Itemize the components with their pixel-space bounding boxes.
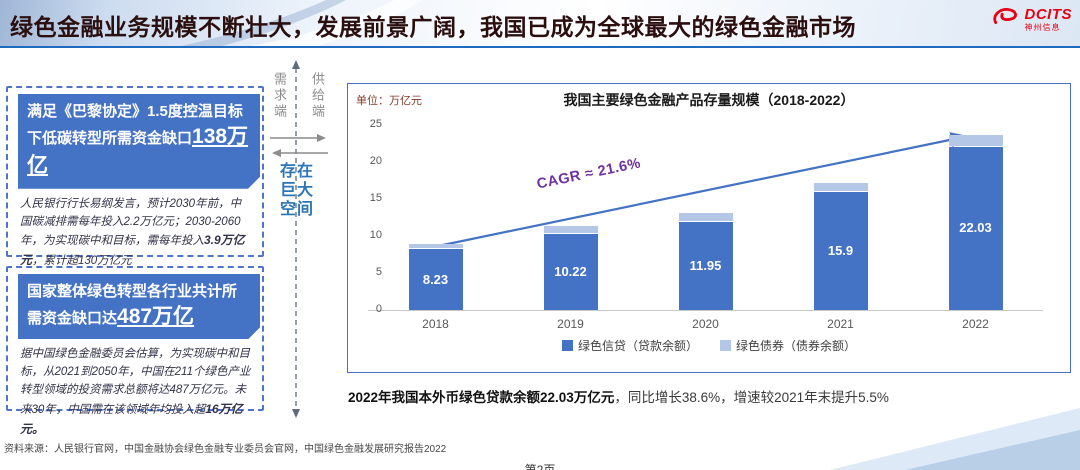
demand-box2-body: 据中国绿色金融委员会估算，为实现碳中和目标，从2021到2050年，中国在211… (8, 339, 262, 439)
demand-box1-headline-value: 138万亿 (27, 125, 249, 178)
bar-value-label: 11.95 (689, 257, 722, 273)
bar-value-label: 15.9 (827, 243, 854, 259)
summary-bold: 2022年我国本外币绿色贷款余额22.03万亿元 (348, 390, 615, 405)
demand-box1-body-post: ，累计超130万亿元 (32, 255, 132, 268)
supply-side-label: 供给端 (310, 72, 325, 120)
x-axis-category-label: 2018 (422, 317, 449, 331)
summary-rest: ，同比增长38.6%，增速较2021年末提升5.5% (614, 390, 889, 405)
bar-green-bond (408, 243, 463, 249)
demand-side-label: 需求端 (272, 72, 287, 120)
demand-box2-headline-text: 国家整体绿色转型各行业共计所需资金缺口达 (27, 283, 238, 327)
company-logo: DCITS 神州信息 (991, 5, 1073, 34)
page-title: 绿色金融业务规模不断壮大，发展前景广阔，我国已成为全球最大的绿色金融市场 (10, 14, 856, 40)
logo-brand-text: DCITS (1024, 6, 1072, 23)
logo-swirl-icon (991, 5, 1021, 34)
x-axis-category-label: 2021 (827, 317, 854, 331)
y-axis-tick: 10 (369, 229, 382, 241)
y-axis-tick: 0 (375, 303, 382, 315)
demand-box1-body: 人民银行行长易纲发言，预计2030年前，中国碳减排需每年投入2.2万亿元；203… (8, 189, 262, 271)
chart-unit-label: 单位：万亿元 (356, 95, 422, 107)
bar-green-credit (543, 234, 598, 310)
gap-label: 存在巨大空间 (280, 163, 315, 219)
legend-item: 绿色信贷（贷款余额） (561, 337, 698, 354)
bar-green-credit (948, 146, 1003, 310)
chart-plot-area: CAGR ≈ 21.6% 0 5 10 15 20 25 8.23 2018 10.22 2019… (368, 118, 1043, 331)
bar-value-label: 22.03 (959, 220, 992, 236)
summary-text: 2022年我国本外币绿色贷款余额22.03万亿元，同比增长38.6%，增速较20… (348, 386, 889, 406)
legend-swatch-icon (561, 340, 573, 351)
legend-label: 绿色信贷（贷款余额） (577, 339, 698, 353)
up-arrow-icon (292, 60, 300, 69)
demand-box1-headline-text: 满足《巴黎协定》1.5度控温目标下低碳转型所需资金缺口 (27, 103, 243, 147)
demand-box2-headline: 国家整体绿色转型各行业共计所需资金缺口达487万亿 (18, 274, 260, 339)
x-axis-line (368, 310, 1043, 311)
demand-supply-divider: 需求端 供给端 存在巨大空间 (268, 58, 350, 420)
divider-graphics (270, 60, 328, 418)
y-axis-tick: 20 (369, 155, 382, 167)
y-axis-tick: 5 (375, 266, 382, 278)
bar-green-credit (408, 249, 463, 310)
x-axis-category-label: 2019 (557, 317, 584, 331)
legend-label: 绿色债券（债券余额） (736, 339, 857, 353)
bar-green-bond (678, 213, 733, 221)
demand-box-national-gap: 国家整体绿色转型各行业共计所需资金缺口达487万亿 据中国绿色金融委员会估算，为… (6, 266, 264, 436)
source-note: 资料来源：人民银行官网，中国金融协会绿色金融专业委员会官网，中国绿色金融发展研究… (4, 444, 447, 455)
bar-green-bond (813, 183, 868, 192)
chart-panel: 单位：万亿元 我国主要绿色金融产品存量规模（2018-2022） CAGR ≈ … (347, 83, 1071, 373)
left-arrow-icon (272, 149, 281, 157)
header-divider (0, 46, 1080, 48)
demand-box-paris-target: 满足《巴黎协定》1.5度控温目标下低碳转型所需资金缺口138万亿 人民银行行长易… (6, 86, 264, 267)
x-axis-category-label: 2022 (962, 317, 989, 331)
cagr-annotation: CAGR ≈ 21.6% (535, 155, 643, 193)
demand-box1-headline: 满足《巴黎协定》1.5度控温目标下低碳转型所需资金缺口138万亿 (18, 94, 260, 189)
bar-value-label: 8.23 (422, 271, 449, 287)
bar-green-credit (678, 221, 733, 310)
page-number: 第2页 (524, 463, 556, 470)
logo-sub-text: 神州信息 (1024, 23, 1061, 32)
bar-green-credit (813, 192, 868, 310)
demand-box2-body-bold: 16万亿元。 (20, 401, 243, 436)
down-arrow-icon (292, 409, 300, 418)
x-axis-category-label: 2020 (692, 317, 719, 331)
demand-box1-body-bold: 3.9万亿元 (20, 233, 245, 268)
bar-value-label: 10.22 (554, 264, 587, 280)
demand-box2-body-text: 据中国绿色金融委员会估算，为实现碳中和目标，从2021到2050年，中国在211… (20, 348, 251, 416)
chart-legend: 绿色信贷（贷款余额） 绿色债券（债券余额） (348, 337, 1070, 354)
bar-green-bond (543, 225, 598, 234)
chart-title: 我国主要绿色金融产品存量规模（2018-2022） (563, 92, 855, 108)
y-axis-tick: 15 (369, 192, 382, 204)
bar-green-bond (948, 134, 1003, 146)
demand-box2-headline-value: 487万亿 (117, 305, 195, 328)
header-bar: 绿色金融业务规模不断壮大，发展前景广阔，我国已成为全球最大的绿色金融市场 DCI… (0, 0, 1080, 46)
legend-item: 绿色债券（债券余额） (720, 337, 856, 354)
legend-swatch-icon (720, 340, 731, 351)
y-axis-tick: 25 (369, 118, 382, 130)
right-arrow-icon (317, 134, 326, 142)
demand-box1-body-text: 人民银行行长易纲发言，预计2030年前，中国碳减排需每年投入2.2万亿元；203… (20, 197, 242, 248)
